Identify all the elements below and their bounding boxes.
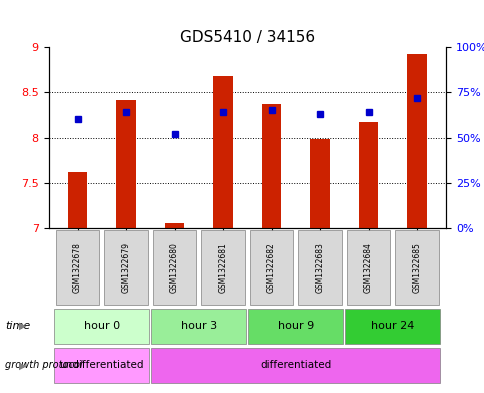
- FancyBboxPatch shape: [54, 309, 149, 344]
- Bar: [310, 140, 329, 228]
- Bar: [116, 99, 136, 228]
- FancyBboxPatch shape: [56, 230, 99, 305]
- FancyBboxPatch shape: [346, 230, 390, 305]
- FancyBboxPatch shape: [54, 348, 149, 383]
- Text: hour 24: hour 24: [370, 321, 414, 331]
- Text: differentiated: differentiated: [260, 360, 331, 371]
- Text: ▶: ▶: [19, 321, 27, 331]
- Text: hour 9: hour 9: [277, 321, 313, 331]
- FancyBboxPatch shape: [104, 230, 148, 305]
- Text: GSM1322682: GSM1322682: [267, 242, 275, 293]
- Text: GSM1322683: GSM1322683: [315, 242, 324, 293]
- Text: ▶: ▶: [19, 360, 27, 371]
- Text: GSM1322684: GSM1322684: [363, 242, 372, 293]
- FancyBboxPatch shape: [298, 230, 341, 305]
- Text: hour 3: hour 3: [181, 321, 216, 331]
- FancyBboxPatch shape: [151, 348, 439, 383]
- Title: GDS5410 / 34156: GDS5410 / 34156: [180, 29, 314, 44]
- FancyBboxPatch shape: [201, 230, 244, 305]
- Text: growth protocol: growth protocol: [5, 360, 82, 371]
- Text: GSM1322678: GSM1322678: [73, 242, 82, 293]
- Text: GSM1322680: GSM1322680: [170, 242, 179, 293]
- Text: time: time: [5, 321, 30, 331]
- Text: hour 0: hour 0: [84, 321, 120, 331]
- Text: GSM1322681: GSM1322681: [218, 242, 227, 293]
- Bar: [358, 122, 378, 228]
- FancyBboxPatch shape: [248, 309, 343, 344]
- FancyBboxPatch shape: [394, 230, 438, 305]
- Text: GSM1322679: GSM1322679: [121, 242, 130, 293]
- Text: GSM1322685: GSM1322685: [412, 242, 421, 293]
- FancyBboxPatch shape: [151, 309, 246, 344]
- Bar: [407, 54, 426, 228]
- FancyBboxPatch shape: [249, 230, 293, 305]
- Bar: [165, 223, 184, 228]
- FancyBboxPatch shape: [152, 230, 196, 305]
- Bar: [213, 76, 232, 228]
- Bar: [261, 104, 281, 228]
- Bar: [68, 172, 87, 228]
- Text: undifferentiated: undifferentiated: [60, 360, 144, 371]
- FancyBboxPatch shape: [345, 309, 439, 344]
